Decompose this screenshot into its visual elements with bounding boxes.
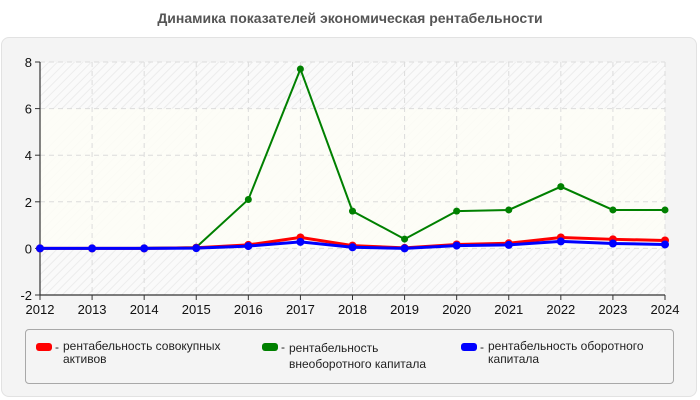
legend-separator: - <box>55 340 59 354</box>
gridlines <box>40 61 666 295</box>
legend-separator: - <box>281 340 285 354</box>
x-tick-label: 2016 <box>234 302 263 317</box>
data-point <box>661 240 669 249</box>
data-point <box>296 237 305 246</box>
y-tick-label: -2 <box>20 288 32 303</box>
x-tick-label: 2019 <box>390 302 419 317</box>
legend-swatch-green <box>262 343 278 351</box>
data-point <box>452 241 461 250</box>
legend-separator: - <box>480 340 484 354</box>
data-point <box>348 243 357 252</box>
x-tick-label: 2018 <box>338 302 367 317</box>
y-tick-label: 8 <box>25 55 32 70</box>
x-tick-label: 2024 <box>651 302 680 317</box>
x-tick-label: 2023 <box>598 302 627 317</box>
data-point <box>556 237 565 246</box>
data-point <box>296 65 304 73</box>
legend-item-working-capital: - рентабельность оборотного капитала <box>461 340 644 366</box>
legend-item-noncurrent-capital: - рентабельность внеоборотного капитала <box>262 340 426 372</box>
legend-swatch-blue <box>461 343 477 351</box>
x-tick-label: 2013 <box>78 302 107 317</box>
x-tick-label: 2020 <box>442 302 471 317</box>
x-tick-label: 2012 <box>26 302 55 317</box>
data-point <box>504 240 513 249</box>
axes: -2 0 2 4 6 8 2012 2013 2014 2015 2016 2017 2018 2019 2… <box>20 55 679 317</box>
legend-swatch-red <box>36 343 52 351</box>
data-point <box>609 206 617 214</box>
y-tick-label: 6 <box>25 102 32 117</box>
legend-label: рентабельность совокупных активов <box>63 339 221 366</box>
data-point <box>400 244 409 253</box>
data-point <box>192 244 201 253</box>
chart-title: Динамика показателей экономическая рента… <box>157 10 543 26</box>
data-point <box>608 239 617 248</box>
y-tick-label: 2 <box>25 195 32 210</box>
data-point <box>244 242 253 251</box>
x-tick-label: 2021 <box>494 302 523 317</box>
data-point <box>505 206 513 214</box>
data-point <box>36 244 44 253</box>
data-point <box>453 207 461 215</box>
legend-label: рентабельность оборотного капитала <box>488 339 644 366</box>
data-point <box>349 207 356 215</box>
x-tick-label: 2017 <box>286 302 315 317</box>
data-point <box>661 206 669 214</box>
data-point <box>244 195 252 203</box>
data-point <box>140 244 149 253</box>
x-tick-label: 2022 <box>546 302 575 317</box>
legend-label: рентабельность внеоборотного капитала <box>289 341 426 371</box>
legend: - рентабельность совокупных активов - рен… <box>25 329 674 384</box>
line-chart: -2 0 2 4 6 8 2012 2013 2014 2015 2016 2017 2018 2019 2… <box>20 55 679 317</box>
y-tick-label: 4 <box>25 148 32 163</box>
x-tick-label: 2015 <box>182 302 211 317</box>
data-series <box>36 65 669 253</box>
data-point <box>557 183 565 191</box>
data-point <box>88 244 97 253</box>
legend-item-total-assets: - рентабельность совокупных активов <box>36 340 221 366</box>
series-2 <box>36 237 669 253</box>
data-point <box>401 235 409 243</box>
y-tick-label: 0 <box>25 241 32 256</box>
x-tick-label: 2014 <box>130 302 159 317</box>
